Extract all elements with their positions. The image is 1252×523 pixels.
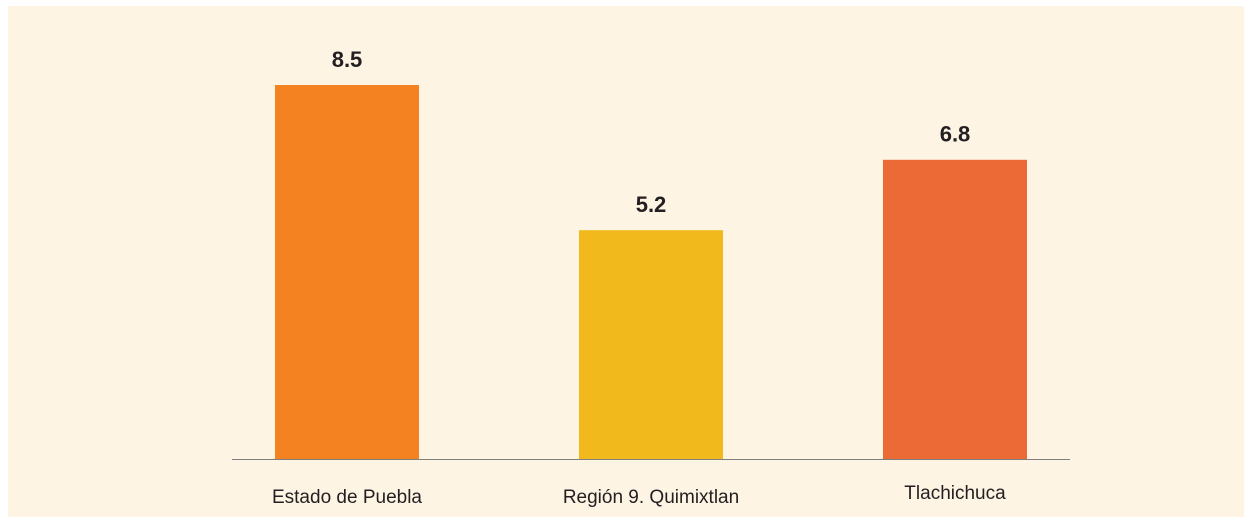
bar xyxy=(275,85,419,459)
value-label: 6.8 xyxy=(940,122,971,147)
x-tick-label: Tlachichuca xyxy=(904,483,1006,504)
value-label: 5.2 xyxy=(636,192,667,217)
x-tick-label: Estado de Puebla xyxy=(272,487,422,508)
bar xyxy=(883,159,1027,460)
value-label: 8.5 xyxy=(332,47,363,72)
bar xyxy=(579,230,723,459)
x-tick-label: Región 9. Quimixtlan xyxy=(563,487,739,508)
